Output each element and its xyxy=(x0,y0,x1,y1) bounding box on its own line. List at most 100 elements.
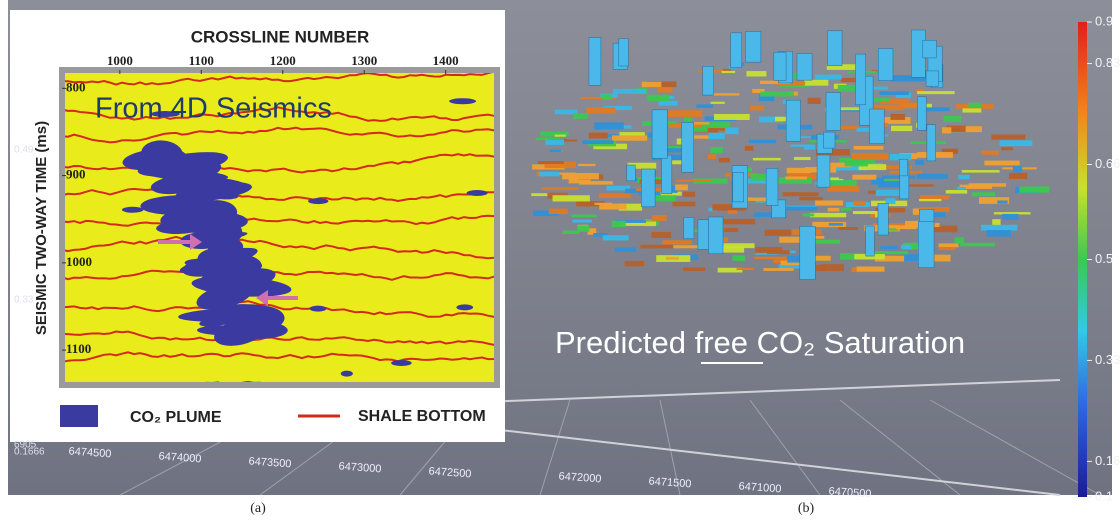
plume-cell xyxy=(562,173,599,179)
plume-cell xyxy=(713,93,739,95)
plume-cell xyxy=(612,221,626,227)
plume-column xyxy=(619,39,629,66)
plume-cell xyxy=(652,232,672,238)
plume-cell xyxy=(578,164,595,166)
plume-cell xyxy=(845,162,868,166)
colorbar-tick-label: 0.9 xyxy=(1095,13,1113,28)
plume-cell xyxy=(625,261,645,266)
plume-cell xyxy=(640,245,673,249)
plume-cell xyxy=(791,145,812,147)
plume-cell xyxy=(723,219,755,224)
plume-cell xyxy=(666,148,682,152)
plume-column xyxy=(856,54,866,105)
plume-cell xyxy=(854,146,884,150)
plume-cell xyxy=(787,168,811,173)
plume-cell xyxy=(760,92,794,97)
plume-cell xyxy=(722,71,736,73)
plume-column xyxy=(786,100,800,141)
legend-swatch xyxy=(60,405,98,427)
plume-cell xyxy=(732,255,745,261)
plume-cell xyxy=(919,199,941,201)
panel-b-annotation: Predicted free CO₂ Saturation xyxy=(555,325,965,360)
plume-column xyxy=(927,125,936,161)
plume-column xyxy=(682,123,694,173)
x-axis-label: CROSSLINE NUMBER xyxy=(191,27,370,46)
plume-cell xyxy=(939,247,955,250)
plume-cell xyxy=(599,194,631,198)
plume-cell xyxy=(891,126,912,131)
axis-tick-label: 0.1666 xyxy=(14,447,45,458)
plume-cell xyxy=(827,186,859,192)
plume-column xyxy=(662,155,672,194)
plume-cell xyxy=(917,174,948,179)
colorbar-tick-label: 0.5 xyxy=(1095,251,1113,266)
plume-cell xyxy=(579,181,613,185)
plume-cell xyxy=(541,187,578,190)
plume-cell xyxy=(582,140,613,144)
panel-a-annotation: From 4D Seismics xyxy=(95,93,332,125)
plume-cell xyxy=(549,209,568,214)
plume-cell xyxy=(969,183,1006,187)
plume-cell xyxy=(767,250,790,254)
co2-blob xyxy=(219,326,247,332)
plume-cell xyxy=(553,195,590,201)
plume-cell xyxy=(683,192,695,197)
plume-cell xyxy=(925,107,950,111)
plume-cell xyxy=(810,213,846,217)
plume-cell xyxy=(667,110,702,117)
plume-cell xyxy=(723,243,754,248)
plume-cell xyxy=(958,175,969,180)
co2-blob xyxy=(456,304,473,310)
plume-cell xyxy=(939,243,959,247)
plume-cell xyxy=(960,243,995,247)
plume-column xyxy=(918,222,934,268)
y-tick-label: 800 xyxy=(66,79,86,94)
plume-cell xyxy=(675,184,688,190)
plume-cell xyxy=(725,128,738,135)
plume-cell xyxy=(749,140,776,143)
plume-column xyxy=(766,168,778,205)
plume-column xyxy=(709,217,723,254)
co2-blob xyxy=(122,207,143,213)
x-tick-label: 1400 xyxy=(433,53,459,68)
colorbar-tick-label: 0.1 xyxy=(1095,488,1113,503)
plume-cell xyxy=(546,139,565,145)
plume-cell xyxy=(944,116,962,122)
plume-cell xyxy=(852,175,876,180)
plume-cell xyxy=(647,95,669,102)
colorbar-tick-label: 0.16 xyxy=(1095,453,1120,468)
plume-cell xyxy=(1001,147,1013,150)
plume-cell xyxy=(852,153,888,160)
x-tick-label: 1000 xyxy=(107,53,133,68)
plume-cell xyxy=(708,154,716,159)
plume-cell xyxy=(821,264,844,271)
y-tick-label: 1000 xyxy=(66,254,92,269)
plume-cell xyxy=(763,268,793,271)
plume-cell xyxy=(991,134,1025,139)
plume-cell xyxy=(615,247,637,251)
plume-cell xyxy=(662,240,691,244)
plume-column xyxy=(589,38,601,86)
colorbar-tick-label: 0.83 xyxy=(1095,55,1120,70)
plume-cell xyxy=(672,202,695,207)
legend-label: SHALE BOTTOM xyxy=(358,408,486,425)
plume-column xyxy=(745,31,760,62)
plume-column xyxy=(817,155,830,187)
plume-cell xyxy=(987,230,1011,237)
y-tick-label: 900 xyxy=(66,167,86,182)
plume-cell xyxy=(828,208,840,212)
plume-cell xyxy=(962,108,981,112)
y-tick-label: 1100 xyxy=(66,341,91,356)
y-axis-label: SEISMIC TWO-WAY TIME (ms) xyxy=(33,121,50,335)
plume-cell xyxy=(957,187,966,190)
axis-tick-label: 6470500 xyxy=(828,485,872,500)
figure: Predicted free CO₂ Saturation CROSSLINE … xyxy=(0,0,1120,522)
co2-blob xyxy=(308,198,328,204)
plume-cell xyxy=(564,139,577,141)
plume-cell xyxy=(572,220,592,223)
plume-cell xyxy=(589,133,608,139)
plume-cell xyxy=(829,223,843,226)
plume-cell xyxy=(839,227,858,230)
plume-cell xyxy=(804,80,828,86)
plume-cell xyxy=(657,87,672,92)
